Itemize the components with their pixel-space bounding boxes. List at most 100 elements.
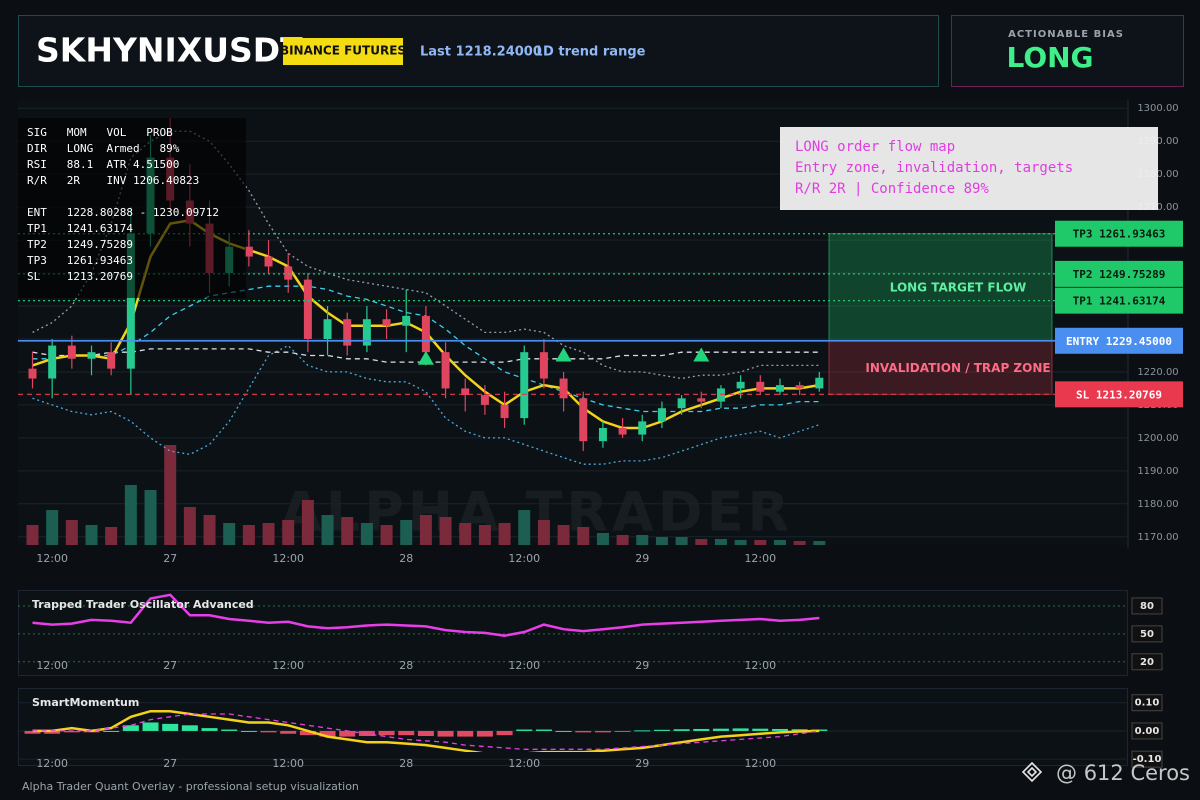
momentum-bar xyxy=(201,728,218,731)
bias-label: ACTIONABLE BIAS xyxy=(1008,29,1124,40)
volume-bar xyxy=(754,540,767,545)
y-tick-label: 0.10 xyxy=(1135,698,1160,709)
symbol: SKHYNIXUSDT xyxy=(36,31,303,70)
momentum-bar xyxy=(63,730,80,733)
momentum-bar xyxy=(44,730,61,734)
level-label: TP2 1249.75289 xyxy=(1073,268,1166,281)
y-tick-label: 80 xyxy=(1140,601,1154,612)
candle-body xyxy=(520,352,529,419)
momentum-bar xyxy=(516,729,533,731)
candle-body xyxy=(677,398,686,409)
y-tick-label: 20 xyxy=(1140,657,1154,668)
volume-bar xyxy=(262,523,275,545)
candle-body xyxy=(638,421,647,435)
x-tick-label: 12:00 xyxy=(508,659,540,672)
candle-body xyxy=(284,266,293,280)
stats-line: TP2 1249.75289 xyxy=(27,238,133,251)
momentum-bar xyxy=(319,730,336,737)
candle-body xyxy=(244,246,253,257)
stats-line: SIG MOM VOL PROB xyxy=(27,126,173,139)
bias-value: LONG xyxy=(1006,41,1093,74)
volume-bar xyxy=(341,517,354,545)
momentum-bar xyxy=(555,730,572,732)
x-tick-label: 29 xyxy=(635,552,649,565)
x-tick-label: 27 xyxy=(163,659,177,672)
stats-line: RSI 88.1 ATR 4.51500 xyxy=(27,158,179,171)
candle-body xyxy=(87,352,96,359)
signal xyxy=(555,347,572,362)
volume-bar xyxy=(242,525,255,545)
level-label: TP3 1261.93463 xyxy=(1073,228,1166,241)
volume-bar xyxy=(400,520,413,545)
stats-lines: SIG MOM VOL PROB DIR LONG Armed 89% RSI 88… xyxy=(27,126,219,283)
volume-bar xyxy=(124,485,137,545)
mom-plot xyxy=(24,709,828,752)
volume-bar xyxy=(636,535,649,545)
volume-bar xyxy=(419,515,432,545)
volume-bar xyxy=(439,517,452,545)
osc-plot xyxy=(32,593,820,637)
note-line: Entry zone, invalidation, targets xyxy=(795,160,1073,176)
volume-bar xyxy=(813,541,826,545)
volume-bar xyxy=(773,540,786,545)
x-tick-label: 12:00 xyxy=(744,552,776,565)
volume-bar xyxy=(734,540,747,545)
x-tick-label: 12:00 xyxy=(36,659,68,672)
candle-body xyxy=(756,381,765,392)
momentum-bar xyxy=(378,730,395,736)
volume-bar xyxy=(301,500,314,545)
volume-bar xyxy=(675,537,688,545)
candle-body xyxy=(598,427,607,442)
y-tick-box xyxy=(1131,597,1163,615)
overlay-line xyxy=(32,709,820,752)
last-price: Last 1218.24000 xyxy=(420,45,542,60)
momentum-bar xyxy=(496,730,513,736)
momentum-bar xyxy=(260,730,277,733)
level-tag xyxy=(1055,287,1183,314)
signal xyxy=(693,347,710,362)
volume-bar xyxy=(65,520,78,545)
candle-body xyxy=(579,398,588,442)
mom-title: SmartMomentum xyxy=(32,696,139,709)
overlay-line xyxy=(32,713,820,750)
candle-body xyxy=(362,319,371,346)
volume-bar xyxy=(655,537,668,545)
stats-line: ENT 1228.80288 - 1230.09712 xyxy=(27,206,219,219)
y-tick-box xyxy=(1131,722,1163,740)
volume-bar xyxy=(498,523,511,545)
stats-line: TP3 1261.93463 xyxy=(27,254,133,267)
volume-bar xyxy=(714,539,727,545)
zone xyxy=(828,233,1053,342)
momentum-bar xyxy=(771,728,788,731)
candle-body xyxy=(716,388,725,402)
momentum-bar xyxy=(791,729,808,731)
momentum-bar xyxy=(811,729,828,731)
stats-line: DIR LONG Armed 89% xyxy=(27,142,180,155)
y-tick-box xyxy=(1131,653,1163,671)
volume-bar xyxy=(321,515,334,545)
stats-panel xyxy=(18,118,246,298)
momentum-bar xyxy=(221,729,238,731)
x-tick-label: 28 xyxy=(399,757,413,770)
momentum-bar xyxy=(673,729,690,731)
candle-body xyxy=(736,381,745,389)
watermark: ALPHA TRADER xyxy=(280,481,793,544)
candle-body xyxy=(815,377,824,389)
note-line: R/R 2R | Confidence 89% xyxy=(795,181,989,197)
candle-body xyxy=(539,352,548,379)
candle-body xyxy=(126,233,135,369)
overlay-line xyxy=(32,348,820,363)
volume-bar xyxy=(557,525,570,545)
zone-label: INVALIDATION / TRAP ZONE xyxy=(865,361,1050,375)
candle-body xyxy=(264,256,273,267)
volume-bar xyxy=(183,507,196,545)
candle-body xyxy=(28,368,37,379)
credit-icon xyxy=(1021,761,1043,783)
note-box xyxy=(780,127,1158,210)
momentum-bar xyxy=(693,728,710,731)
candle-body xyxy=(441,352,450,389)
y-tick-label: 0.00 xyxy=(1135,726,1160,737)
volume-bar xyxy=(360,523,373,545)
y-tick-label: 1190.00 xyxy=(1137,466,1178,477)
